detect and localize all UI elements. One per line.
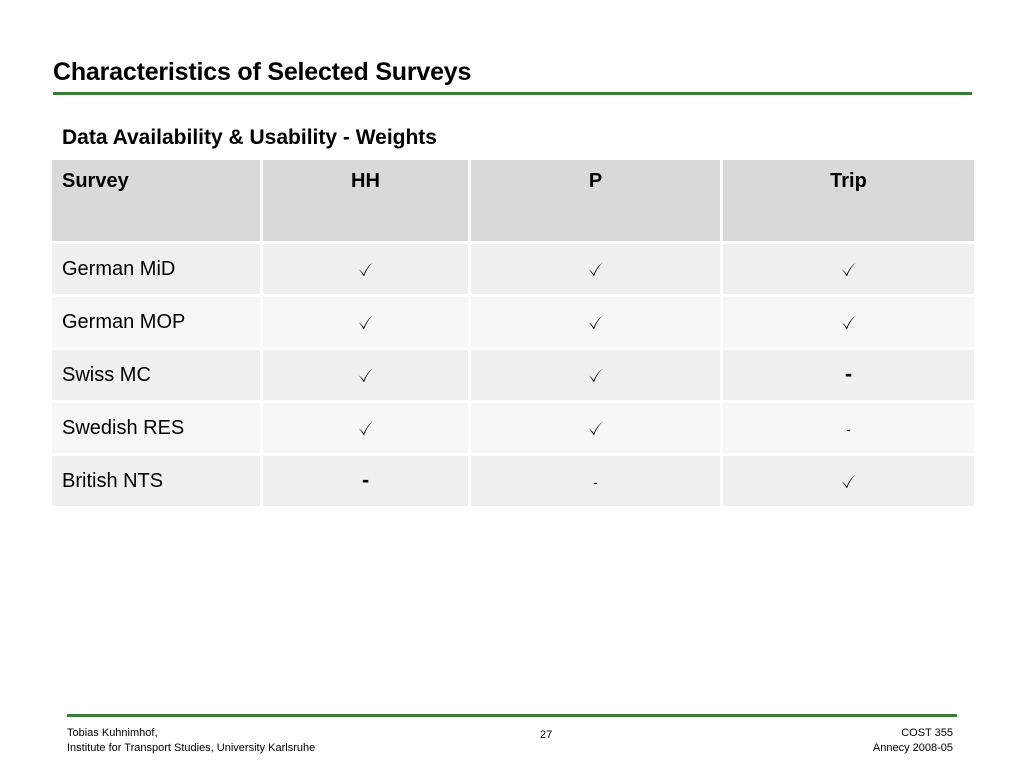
survey-name-cell: German MOP [52, 297, 263, 350]
dash-mark: - [844, 361, 853, 386]
check-icon [358, 262, 373, 276]
p-cell [471, 350, 723, 403]
dash-mark: - [361, 467, 370, 492]
hh-cell [263, 244, 471, 297]
table-row: British NTS - - [52, 456, 974, 506]
p-cell [471, 403, 723, 456]
hh-cell [263, 297, 471, 350]
dash-mark: - [846, 420, 851, 437]
table-header-row: Survey HH P Trip [52, 160, 974, 244]
check-icon [588, 421, 603, 435]
footer-author: Tobias Kuhnimhof, [67, 727, 158, 739]
check-icon [358, 315, 373, 329]
p-cell [471, 244, 723, 297]
hh-cell [263, 350, 471, 403]
check-icon [841, 474, 856, 488]
check-icon [588, 368, 603, 382]
survey-name-cell: Swiss MC [52, 350, 263, 403]
header-hh: HH [263, 160, 471, 244]
check-icon [588, 262, 603, 276]
survey-name-cell: Swedish RES [52, 403, 263, 456]
title-divider [53, 92, 972, 95]
slide-subtitle: Data Availability & Usability - Weights [62, 126, 437, 149]
trip-cell: - [723, 403, 974, 456]
header-p: P [471, 160, 723, 244]
trip-cell [723, 297, 974, 350]
table-row: Swedish RES - [52, 403, 974, 456]
footer-event-block: COST 355 Annecy 2008-05 [873, 726, 953, 756]
table-row: German MiD [52, 244, 974, 297]
footer-author-block: Tobias Kuhnimhof, Institute for Transpor… [67, 726, 315, 756]
p-cell: - [471, 456, 723, 506]
trip-cell [723, 456, 974, 506]
trip-cell: - [723, 350, 974, 403]
check-icon [358, 421, 373, 435]
footer-conference: COST 355 [901, 727, 953, 739]
page-number: 27 [540, 729, 553, 741]
survey-name-cell: German MiD [52, 244, 263, 297]
table-row: German MOP [52, 297, 974, 350]
footer-venue-date: Annecy 2008-05 [872, 742, 953, 754]
survey-name-cell: British NTS [52, 456, 263, 506]
header-survey: Survey [52, 160, 263, 244]
hh-cell [263, 403, 471, 456]
survey-weights-table: Survey HH P Trip German MiD German MOP S… [52, 160, 974, 506]
dash-mark: - [593, 473, 598, 490]
footer-divider [67, 714, 957, 717]
trip-cell [723, 244, 974, 297]
header-trip: Trip [723, 160, 974, 244]
check-icon [358, 368, 373, 382]
check-icon [588, 315, 603, 329]
table-row: Swiss MC - [52, 350, 974, 403]
p-cell [471, 297, 723, 350]
check-icon [841, 315, 856, 329]
check-icon [841, 262, 856, 276]
hh-cell: - [263, 456, 471, 506]
slide-title: Characteristics of Selected Surveys [53, 58, 472, 86]
footer-institute: Institute for Transport Studies, Univers… [67, 742, 316, 754]
